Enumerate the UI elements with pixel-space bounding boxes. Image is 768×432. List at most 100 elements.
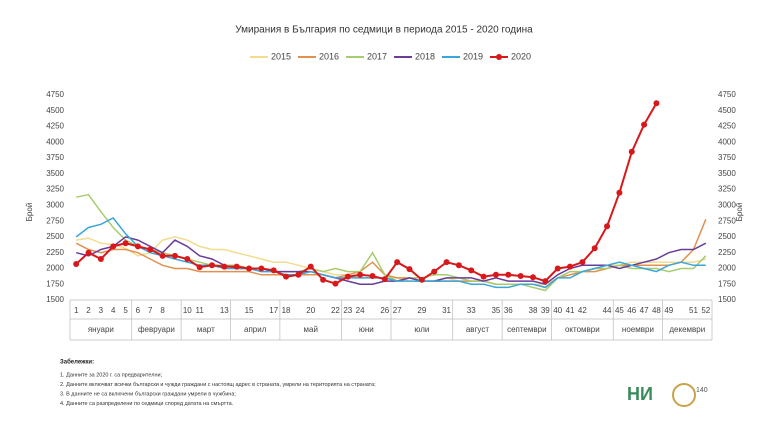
x-tick-label: 38 [529,306,538,315]
point-marker [406,266,413,273]
x-tick-label: 7 [148,306,153,315]
y-tick-label: 2500 [46,232,64,241]
point-marker [147,246,154,253]
y2-tick-label: 3000 [718,200,736,209]
x-tick-label: 44 [603,306,612,315]
point-marker [616,189,623,196]
point-marker [418,276,425,283]
month-label: октомври [565,325,600,334]
x-tick-label: 31 [442,306,451,315]
x-tick-label: 49 [664,306,673,315]
note: 4. Данните са разпределени по седмици сп… [60,401,234,407]
logo: НИ 140 [627,383,708,407]
point-marker [208,262,215,269]
y-tick-label: 4750 [46,90,64,99]
note: 1. Данните за 2020 г. са предварителни; [60,372,163,378]
x-tick-label: 41 [566,306,575,315]
x-tick-label: 46 [627,306,636,315]
point-marker [591,245,598,252]
point-marker [332,280,339,287]
point-marker [369,273,376,280]
point-marker [122,240,129,247]
y2-tick-label: 1750 [718,279,736,288]
month-label: август [466,325,490,334]
point-marker [394,259,401,266]
x-tick-label: 11 [195,306,204,315]
note: 3. В данните не са включени български гр… [60,391,236,397]
logo-ring [672,383,696,407]
month-label: май [304,325,318,334]
y2-tick-label: 2250 [718,248,736,257]
point-marker [517,273,524,280]
x-tick-label: 6 [136,306,141,315]
legend-label: 2020 [511,51,531,61]
point-marker [295,271,302,278]
month-label: декември [669,325,705,334]
point-marker [171,252,178,259]
y-tick-label: 3000 [46,200,64,209]
series-line [75,219,707,289]
month-label: февруари [138,325,175,334]
point-marker [381,276,388,283]
y2-tick-label: 2000 [718,264,736,273]
y2-tick-label: 4250 [718,122,736,131]
y-tick-label: 1750 [46,279,64,288]
x-tick-label: 4 [111,306,116,315]
x-tick-label: 47 [640,306,649,315]
y-tick-label: 2750 [46,216,64,225]
y-tick-label: 3750 [46,153,64,162]
point-marker [480,273,487,280]
point-marker [73,261,80,268]
point-marker [85,249,92,256]
x-tick-label: 2 [86,306,91,315]
legend-marker [496,54,502,60]
point-marker [134,243,141,250]
x-tick-label: 20 [306,306,315,315]
month-label: ноември [622,325,654,334]
x-tick-label: 48 [652,306,661,315]
point-marker [431,268,438,275]
point-marker [307,263,314,270]
legend-label: 2017 [367,51,387,61]
point-marker [159,252,166,259]
x-tick-label: 40 [553,306,562,315]
x-tick-label: 3 [99,306,104,315]
x-tick-label: 51 [689,306,698,315]
x-tick-label: 36 [504,306,513,315]
point-marker [653,100,660,107]
logo-mark: НИ [627,384,653,404]
month-label: септември [507,325,546,334]
x-tick-label: 8 [160,306,165,315]
point-marker [246,265,253,272]
point-marker [320,276,327,283]
notes-title: Забележки: [60,359,94,366]
chart-title: Умирания в България по седмици в периода… [235,25,533,36]
x-tick-label: 5 [123,306,128,315]
x-tick-label: 17 [269,306,278,315]
y2-tick-label: 4750 [718,90,736,99]
y-tick-label: 2000 [46,264,64,273]
y-tick-label: 4500 [46,106,64,115]
y2-tick-label: 4500 [718,106,736,115]
legend-label: 2016 [319,51,339,61]
x-tick-label: 29 [417,306,426,315]
point-marker [196,264,203,271]
y2-tick-label: 2500 [718,232,736,241]
month-label: юни [359,325,374,334]
point-marker [184,256,191,262]
x-tick-label: 22 [331,306,340,315]
x-tick-label: 18 [282,306,291,315]
y2-tick-label: 2750 [718,216,736,225]
month-label: април [244,325,267,334]
y2-axis-label: Брой [735,203,744,222]
y-tick-label: 4000 [46,137,64,146]
point-marker [579,259,586,266]
x-tick-label: 10 [183,306,192,315]
legend-label: 2018 [415,51,435,61]
point-marker [529,274,536,281]
point-marker [492,271,499,278]
point-marker [604,223,611,230]
y2-tick-label: 3750 [718,153,736,162]
point-marker [283,273,290,280]
x-tick-label: 33 [467,306,476,315]
